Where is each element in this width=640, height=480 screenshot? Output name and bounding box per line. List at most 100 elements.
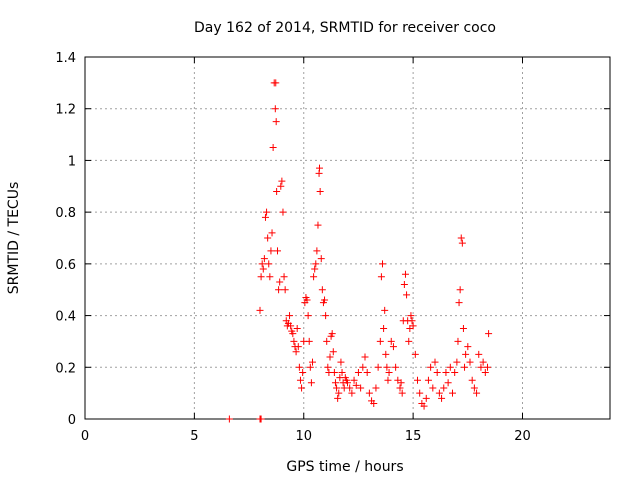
y-tick-label: 0.4 <box>55 310 76 325</box>
data-point <box>446 363 454 371</box>
data-point <box>435 389 443 397</box>
data-point <box>464 343 472 351</box>
data-point <box>400 281 408 289</box>
data-point <box>259 265 267 273</box>
data-point <box>316 187 324 195</box>
data-point <box>411 350 419 358</box>
data-point <box>264 234 272 242</box>
data-point <box>306 363 314 371</box>
data-point <box>444 379 452 387</box>
data-point <box>458 239 466 247</box>
data-point <box>468 376 476 384</box>
data-point <box>337 358 345 366</box>
data-point <box>225 415 233 423</box>
data-point <box>414 376 421 384</box>
data-point <box>260 255 268 263</box>
data-point <box>420 402 428 410</box>
point-layer <box>225 79 493 423</box>
data-point <box>307 379 315 387</box>
data-point <box>322 312 330 320</box>
data-point <box>407 312 415 320</box>
data-point <box>416 389 424 397</box>
data-point <box>265 260 273 268</box>
y-axis-label: SRMTID / TECUs <box>6 182 22 295</box>
data-point <box>377 273 385 281</box>
data-point <box>379 260 386 268</box>
data-point <box>454 337 462 345</box>
data-point <box>457 234 465 242</box>
data-point <box>383 363 391 371</box>
data-point <box>456 286 464 294</box>
data-point <box>475 350 483 358</box>
data-point <box>333 384 341 392</box>
data-point <box>263 208 271 216</box>
data-point <box>316 164 323 172</box>
data-point <box>313 247 321 255</box>
data-point <box>296 376 304 384</box>
y-tick-label: 1.4 <box>55 51 76 66</box>
data-point <box>286 312 294 320</box>
data-point <box>257 415 265 423</box>
data-point <box>344 379 351 387</box>
data-point <box>429 384 437 392</box>
data-point <box>359 363 367 371</box>
data-point <box>324 363 332 371</box>
data-point <box>440 384 448 392</box>
data-point <box>348 389 356 397</box>
data-point <box>326 353 334 361</box>
data-point <box>295 363 303 371</box>
data-point <box>309 358 316 366</box>
data-point <box>290 337 298 345</box>
data-point <box>374 363 382 371</box>
data-point <box>485 330 493 338</box>
data-point <box>385 368 393 376</box>
data-point <box>477 363 485 371</box>
data-point <box>442 368 450 376</box>
y-tick-label: 0.8 <box>55 206 76 221</box>
data-point <box>271 105 279 113</box>
data-point <box>365 389 373 397</box>
data-point <box>287 322 295 330</box>
data-point <box>427 363 435 371</box>
data-point <box>453 358 461 366</box>
data-point <box>381 306 389 314</box>
data-point <box>298 384 306 392</box>
data-point <box>350 376 358 384</box>
data-point <box>431 358 439 366</box>
data-point <box>398 389 406 397</box>
data-point <box>370 399 378 407</box>
data-point <box>408 317 416 325</box>
data-point <box>304 312 312 320</box>
y-tick-label: 0 <box>68 413 76 428</box>
data-point <box>274 247 281 255</box>
data-point <box>338 368 346 376</box>
data-point <box>396 384 404 392</box>
x-tick-label: 10 <box>295 429 312 444</box>
data-point <box>354 368 362 376</box>
data-point <box>422 394 430 402</box>
data-point <box>328 330 336 338</box>
data-point <box>256 306 264 314</box>
data-point <box>303 296 311 304</box>
data-point <box>293 325 301 332</box>
data-point <box>318 286 326 294</box>
data-point <box>266 273 274 281</box>
data-point <box>261 213 269 221</box>
data-point <box>289 330 297 338</box>
data-point <box>280 273 288 281</box>
data-point <box>449 389 456 397</box>
data-point <box>403 291 411 299</box>
data-point <box>397 379 405 387</box>
data-point <box>401 270 409 278</box>
y-tick-label: 1.2 <box>55 103 76 118</box>
x-tick-label: 5 <box>190 429 198 444</box>
y-tick-label: 0.2 <box>55 361 76 376</box>
data-point <box>470 384 478 392</box>
data-point <box>276 278 284 286</box>
data-point <box>357 384 365 392</box>
data-point <box>346 384 354 392</box>
data-point <box>392 363 400 371</box>
data-point <box>330 368 338 376</box>
data-point <box>461 363 469 371</box>
